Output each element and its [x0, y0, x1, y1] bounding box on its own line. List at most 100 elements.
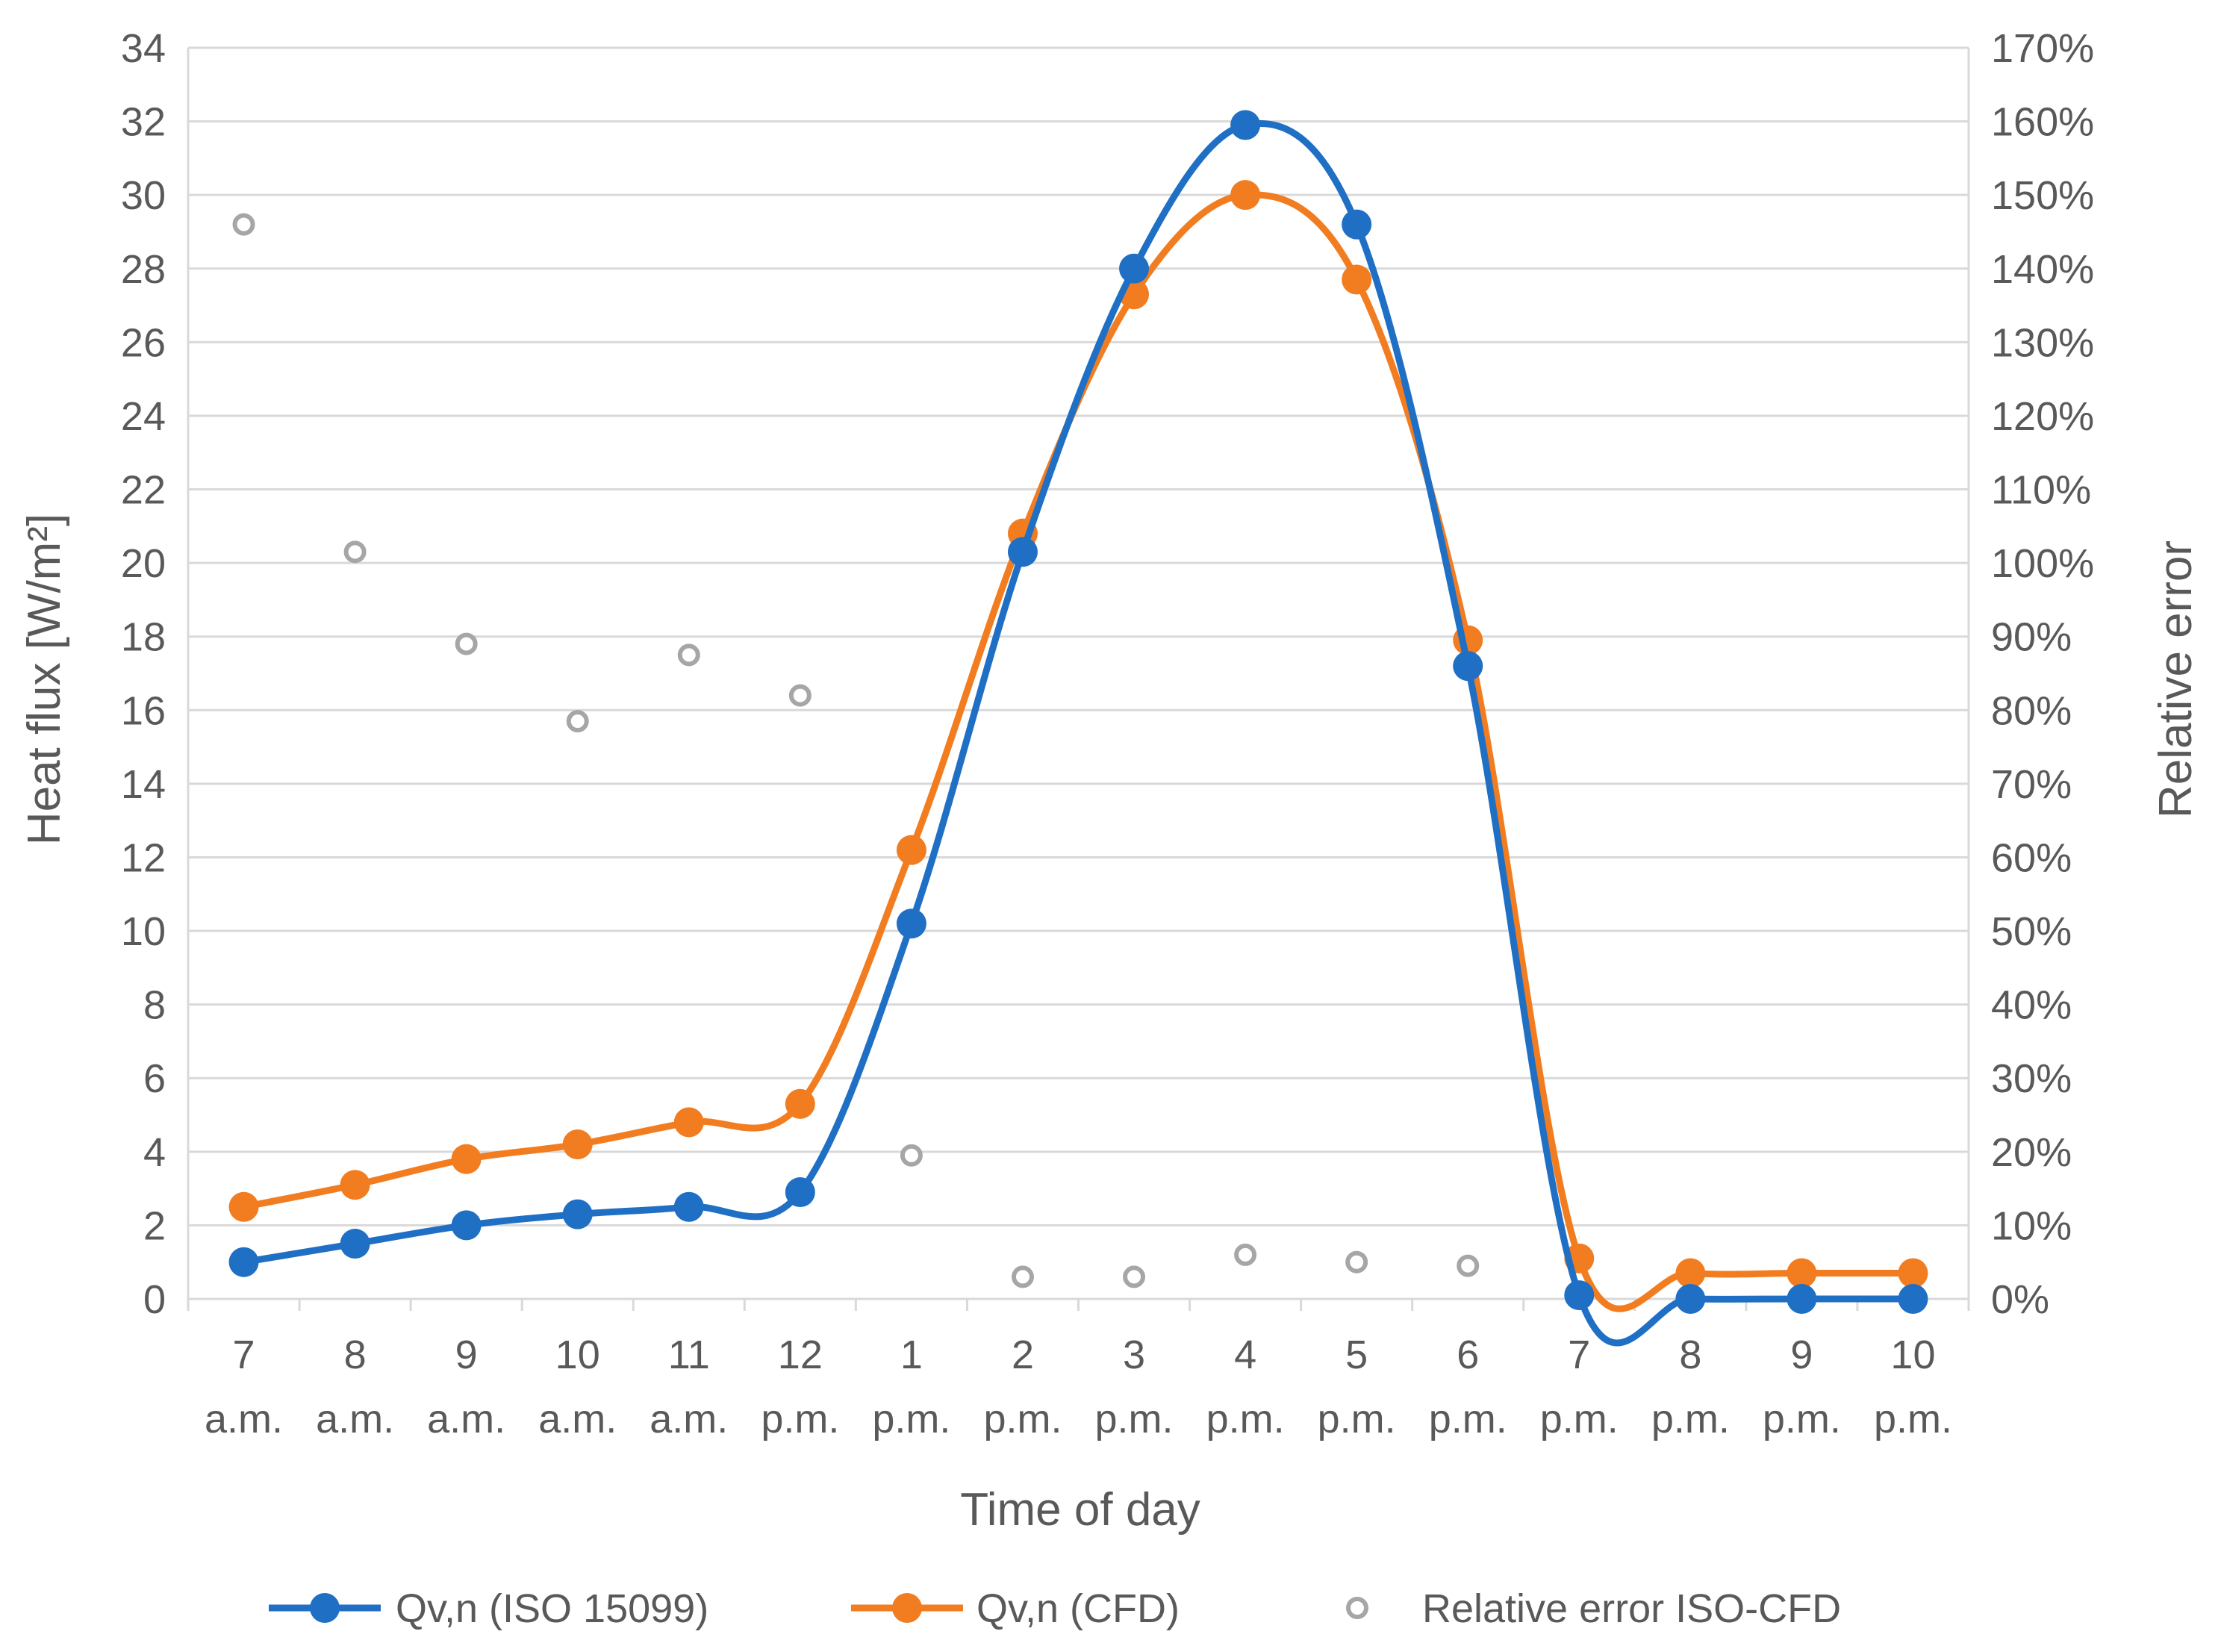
y2-tick-label: 80%: [1991, 688, 2072, 733]
data-point-iso: [228, 1247, 259, 1277]
y2-tick-label: 50%: [1991, 909, 2072, 954]
y-tick-label: 22: [121, 468, 166, 513]
data-point-iso: [1675, 1284, 1706, 1314]
data-point-iso: [1342, 209, 1372, 240]
data-point-relative-error: [232, 213, 255, 236]
legend-item-relative-error: Relative error ISO-CFD: [1346, 1586, 1841, 1631]
x-tick-sublabel: a.m.: [538, 1397, 617, 1441]
y2-tick-label: 0%: [1991, 1277, 2049, 1322]
data-point-relative-error: [788, 684, 812, 707]
data-point-cfd: [1675, 1258, 1706, 1288]
data-point-iso: [785, 1177, 815, 1208]
data-point-cfd: [340, 1170, 370, 1200]
y-tick-label: 4: [143, 1130, 166, 1175]
axes-layer: 02468101214161820222426283032340%10%20%3…: [121, 26, 2094, 1441]
series-line-iso: [243, 119, 1913, 1347]
data-point-iso: [1453, 651, 1483, 682]
y-tick-label: 30: [121, 173, 166, 218]
titles-layer: Time of day Heat flux [W/m²] Relative er…: [19, 514, 2202, 1536]
y-tick-label: 20: [121, 541, 166, 586]
data-point-relative-error: [1234, 1243, 1257, 1266]
x-tick-label: 7: [233, 1332, 255, 1377]
data-point-cfd: [1787, 1258, 1817, 1288]
data-point-relative-error: [1457, 1254, 1480, 1277]
y-tick-label: 14: [121, 762, 166, 807]
data-point-relative-error: [343, 540, 367, 564]
data-point-relative-error: [1123, 1265, 1146, 1288]
data-point-relative-error: [1011, 1265, 1034, 1288]
data-point-relative-error: [455, 632, 478, 655]
x-tick-sublabel: p.m.: [1874, 1397, 1952, 1441]
x-tick-label: 10: [555, 1332, 600, 1377]
x-tick-sublabel: p.m.: [872, 1397, 950, 1441]
x-tick-label: 5: [1345, 1332, 1368, 1377]
data-point-relative-error: [566, 710, 589, 733]
y-tick-label: 28: [121, 247, 166, 292]
x-tick-label: 7: [1568, 1332, 1590, 1377]
data-point-relative-error: [677, 643, 700, 667]
x-tick-label: 9: [1790, 1332, 1813, 1377]
y2-tick-label: 10%: [1991, 1203, 2072, 1248]
legend-label-cfd: Qv,n (CFD): [976, 1586, 1180, 1631]
y2-tick-label: 90%: [1991, 615, 2072, 660]
x-tick-label: 1: [900, 1332, 923, 1377]
data-point-cfd: [562, 1129, 593, 1159]
y-tick-label: 26: [121, 320, 166, 365]
y-tick-label: 12: [121, 835, 166, 880]
data-point-iso: [1119, 253, 1150, 284]
y2-tick-label: 100%: [1991, 541, 2094, 586]
data-point-cfd: [785, 1088, 815, 1119]
data-point-cfd: [673, 1107, 704, 1138]
x-tick-sublabel: a.m.: [650, 1397, 728, 1441]
x-tick-label: 4: [1234, 1332, 1256, 1377]
data-point-iso: [451, 1210, 482, 1241]
y-tick-label: 18: [121, 615, 166, 660]
x-tick-label: 11: [668, 1332, 710, 1377]
x-tick-label: 8: [344, 1332, 367, 1377]
y2-tick-label: 170%: [1991, 26, 2094, 71]
x-tick-sublabel: p.m.: [1763, 1397, 1841, 1441]
legend-item-iso: Qv,n (ISO 15099): [269, 1586, 708, 1631]
x-tick-sublabel: p.m.: [983, 1397, 1062, 1441]
y2-tick-label: 40%: [1991, 983, 2072, 1028]
data-point-cfd: [228, 1191, 259, 1222]
y-axis-title: Heat flux [W/m²]: [19, 514, 70, 845]
x-tick-sublabel: p.m.: [1540, 1397, 1619, 1441]
legend-label-relative-error: Relative error ISO-CFD: [1422, 1586, 1841, 1631]
y2-tick-label: 130%: [1991, 320, 2094, 365]
data-point-iso: [562, 1199, 593, 1229]
y-tick-label: 6: [143, 1056, 166, 1101]
x-tick-label: 3: [1123, 1332, 1145, 1377]
data-point-iso: [896, 908, 926, 939]
y2-tick-label: 110%: [1991, 468, 2091, 513]
x-tick-sublabel: p.m.: [761, 1397, 839, 1441]
legend-marker-relative-error: [1346, 1597, 1368, 1619]
data-point-iso: [1564, 1280, 1595, 1311]
y-tick-label: 2: [143, 1203, 166, 1248]
data-point-cfd: [896, 835, 926, 865]
data-point-iso: [1007, 537, 1038, 567]
y2-tick-label: 60%: [1991, 835, 2072, 880]
y2-tick-label: 140%: [1991, 247, 2094, 292]
x-tick-sublabel: p.m.: [1651, 1397, 1730, 1441]
series-line-cfd: [243, 191, 1913, 1312]
x-tick-sublabel: a.m.: [205, 1397, 283, 1441]
y-tick-label: 34: [121, 26, 166, 71]
data-point-cfd: [1230, 180, 1261, 211]
legend-marker-iso: [310, 1593, 340, 1623]
x-tick-sublabel: p.m.: [1206, 1397, 1285, 1441]
y-tick-label: 10: [121, 909, 166, 954]
y2-axis-title: Relative error: [2150, 540, 2202, 818]
y-tick-label: 16: [121, 688, 166, 733]
data-point-relative-error: [900, 1144, 923, 1167]
data-point-cfd: [1342, 264, 1372, 295]
x-tick-label: 12: [778, 1332, 823, 1377]
legend-marker-cfd: [892, 1593, 922, 1623]
data-point-iso: [1230, 110, 1261, 140]
x-tick-sublabel: a.m.: [427, 1397, 505, 1441]
x-tick-sublabel: p.m.: [1429, 1397, 1507, 1441]
data-point-iso: [340, 1229, 370, 1259]
y2-tick-label: 160%: [1991, 100, 2094, 145]
data-point-relative-error: [1345, 1250, 1368, 1274]
